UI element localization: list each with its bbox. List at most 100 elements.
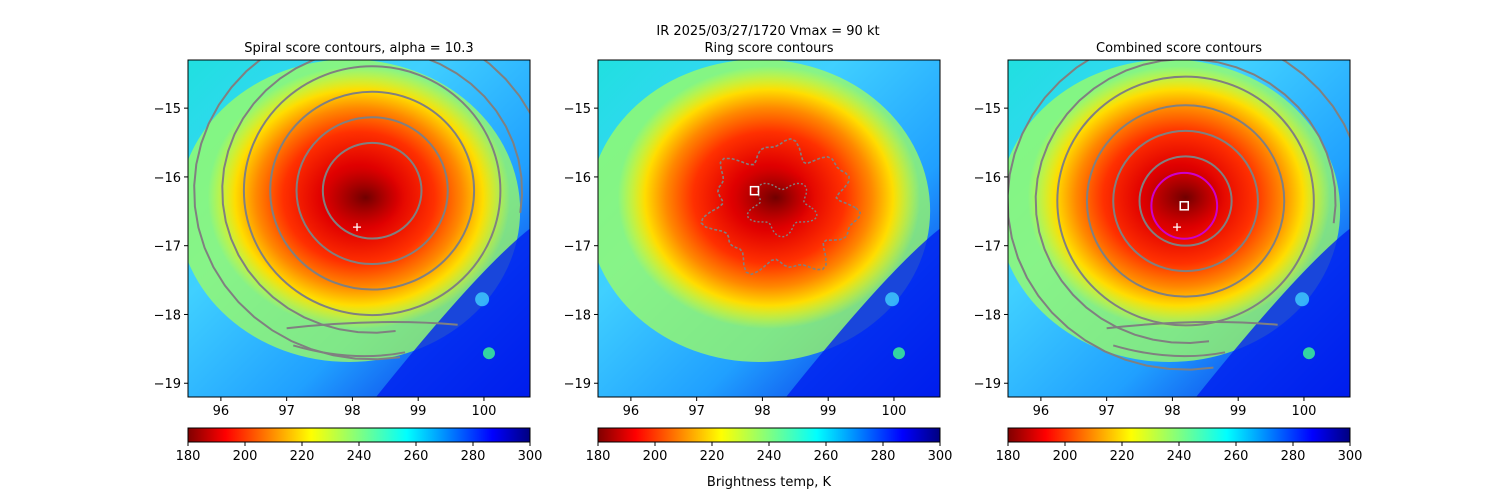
colorbar-gradient — [187, 427, 531, 443]
plus-marker — [1173, 223, 1182, 232]
y-tick-label: −17 — [154, 240, 181, 255]
suptitle-line1: IR 2025/03/27/1720 Vmax = 90 kt — [656, 24, 879, 39]
y-tick-label: −16 — [564, 171, 591, 186]
colorbar-tick-label: 220 — [1110, 449, 1135, 464]
colorbar-tick-label: 240 — [1167, 449, 1192, 464]
y-tick-label: −16 — [154, 171, 181, 186]
contour-arc — [286, 321, 458, 330]
x-tick-label: 100 — [1292, 404, 1317, 419]
colorbar-tick-label: 260 — [814, 449, 839, 464]
y-tick-label: −16 — [974, 171, 1001, 186]
y-tick-label: −19 — [154, 377, 181, 392]
ring-contour — [746, 182, 818, 238]
axes-frame — [597, 59, 941, 398]
best-fit-circle — [1150, 171, 1219, 240]
colorbar-tick-label: 300 — [928, 449, 953, 464]
contours — [700, 138, 861, 276]
colorbar-tick-label: 260 — [1224, 449, 1249, 464]
satellite-image — [188, 60, 530, 397]
contour-ring — [295, 116, 449, 266]
colorbar-tick-label: 260 — [404, 449, 429, 464]
contour-ring — [269, 90, 476, 291]
y-tick-label: −19 — [564, 377, 591, 392]
contour-ring — [1112, 129, 1259, 273]
x-tick-label: 100 — [472, 404, 497, 419]
x-tick-label: 99 — [410, 404, 427, 419]
axes-frame — [187, 59, 531, 398]
y-tick-label: −18 — [564, 308, 591, 323]
contour-ring — [1085, 104, 1286, 298]
panel-2: Ring score contours 96 97 98 99 100 −15 −16 −17 −… — [564, 41, 953, 464]
satellite-image — [598, 60, 940, 397]
contour-arc — [221, 60, 524, 334]
square-marker — [1179, 201, 1190, 211]
colorbar-tick-label: 220 — [700, 449, 725, 464]
colorbar-tick-label: 180 — [586, 449, 611, 464]
cold-core — [736, 167, 816, 228]
colorbar-tick-label: 280 — [461, 449, 486, 464]
x-tick-label: 96 — [1033, 404, 1050, 419]
panel-2-title: Ring score contours — [704, 41, 833, 56]
colorbar-tick-label: 200 — [233, 449, 258, 464]
contours — [193, 60, 530, 361]
x-tick-label: 97 — [278, 404, 295, 419]
small-cloud — [1302, 347, 1315, 360]
x-tick-label: 100 — [882, 404, 907, 419]
contour-arc — [1106, 321, 1278, 330]
contour-arc — [1112, 344, 1226, 358]
colorbar-tick-label: 180 — [996, 449, 1021, 464]
contour-ring — [242, 65, 502, 317]
panel-3-title: Combined score contours — [1096, 41, 1262, 56]
colorbar-gradient — [1007, 427, 1351, 443]
square-marker — [749, 185, 760, 196]
colorbar-gradient — [597, 427, 941, 443]
colorbar-tick-label: 300 — [518, 449, 543, 464]
contour-arc — [1008, 60, 1350, 371]
contour-arc — [292, 344, 406, 358]
panel-3: Combined score contours 96 97 98 99 100 −15 −16… — [974, 41, 1363, 464]
small-cloud — [892, 347, 905, 360]
colorbar-2: 180 200 220 240 260 280 300 — [586, 427, 953, 464]
colorbar-label: Brightness temp, K — [707, 475, 832, 490]
x-tick-label: 99 — [1230, 404, 1247, 419]
small-cloud — [475, 292, 490, 307]
contour-ring — [321, 141, 423, 240]
satellite-image — [1008, 60, 1350, 397]
colorbar-tick-label: 240 — [757, 449, 782, 464]
x-tick-label: 99 — [820, 404, 837, 419]
colorbar-tick-label: 240 — [347, 449, 372, 464]
contour-arc — [193, 60, 530, 361]
axes-frame — [1007, 59, 1351, 398]
panel-1: Spiral score contours, alpha = 10.3 96 97 9… — [154, 41, 543, 464]
colorbar-1: 180 200 220 240 260 280 300 — [176, 427, 543, 464]
small-cloud — [482, 347, 495, 360]
y-tick-label: −15 — [154, 102, 181, 117]
x-tick-label: 96 — [213, 404, 230, 419]
colorbar-tick-label: 180 — [176, 449, 201, 464]
colorbar-3: 180 200 220 240 260 280 300 — [996, 427, 1363, 464]
contour-ring — [1056, 75, 1315, 327]
y-tick-label: −17 — [974, 240, 1001, 255]
contour-ring — [1138, 155, 1233, 247]
x-tick-label: 97 — [1098, 404, 1115, 419]
small-cloud — [885, 292, 900, 307]
contour-arc — [1034, 60, 1337, 345]
colorbar-tick-label: 200 — [643, 449, 668, 464]
cold-core — [326, 167, 406, 228]
colorbar-tick-label: 220 — [290, 449, 315, 464]
small-cloud — [1295, 292, 1310, 307]
plus-marker — [353, 223, 362, 232]
y-tick-label: −18 — [154, 308, 181, 323]
y-tick-label: −15 — [974, 102, 1001, 117]
y-tick-label: −18 — [974, 308, 1001, 323]
cold-core — [1146, 167, 1226, 228]
x-tick-label: 98 — [344, 404, 361, 419]
contours — [1008, 60, 1350, 371]
ring-contour — [700, 138, 861, 276]
y-tick-label: −15 — [564, 102, 591, 117]
panel-1-title: Spiral score contours, alpha = 10.3 — [244, 41, 473, 56]
suptitle: IR 2025/03/27/1720 Vmax = 90 kt — [656, 24, 879, 39]
colorbar-tick-label: 300 — [1338, 449, 1363, 464]
colorbar-tick-label: 280 — [1281, 449, 1306, 464]
